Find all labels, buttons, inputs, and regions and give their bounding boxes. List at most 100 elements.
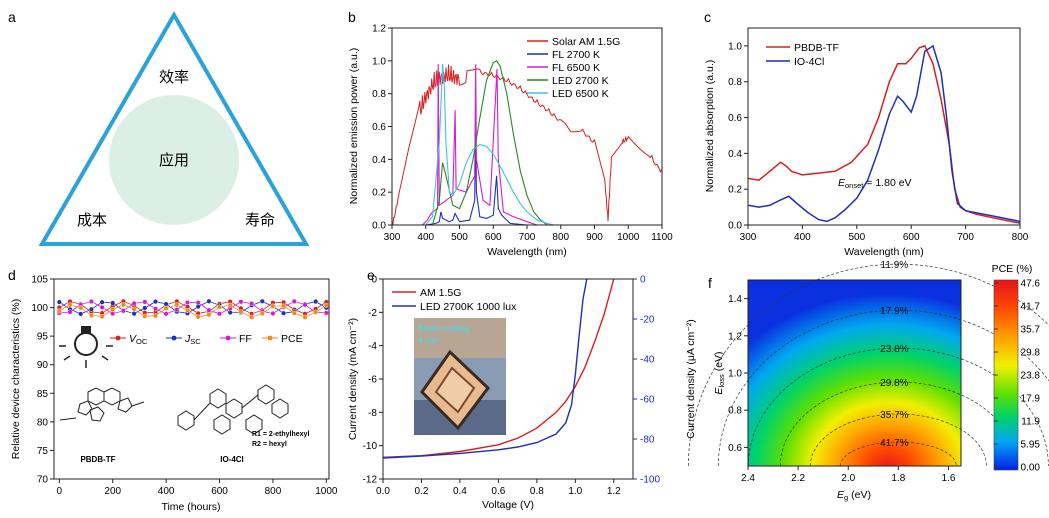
y2-axis-label-e: Current density (μA cm⁻²) [685, 319, 697, 439]
onset-annotation: Eonset = 1.80 eV [838, 177, 912, 190]
legend-label: VOC [129, 333, 148, 346]
y-axis-label-d: Relative device characteristics (%) [10, 299, 22, 459]
colorbar-tick-label: 11.9 [1021, 417, 1040, 428]
contour-label: 17.9% [880, 306, 908, 317]
data-point-jsc [152, 299, 158, 305]
panel-label-d: d [8, 267, 16, 283]
panel-label-a: a [8, 9, 16, 25]
data-point-pce [249, 314, 255, 320]
x-tick-label: 600 [485, 232, 502, 243]
data-point-ff [99, 304, 105, 310]
r1-definition: R1 = 2-ethylhexyl [252, 431, 309, 438]
triangle-outline [38, 10, 310, 246]
inset-text-method: Blade coating [418, 323, 470, 333]
data-point-ff [238, 299, 244, 305]
legend-label: PCE [281, 333, 303, 345]
data-point-jsc [78, 311, 84, 317]
x-tick-label: 400 [158, 486, 175, 497]
series-line-solar-am-1-5g [392, 64, 662, 225]
y-tick-label: 0.2 [372, 188, 386, 199]
y-tick-label: -2 [368, 308, 377, 319]
panel-f: f 11.9% 17.9% 23.8% 29.8% 35.7% 41.7% 2.4 2.2 2… [688, 260, 1049, 502]
data-point-ff [302, 302, 308, 308]
panel-b: b 300 400 500 600 700 800 900 1000 1100 0.0 0.2 0.4… [348, 9, 673, 258]
x-tick-label: 1.0 [568, 486, 582, 497]
x-tick-label: 500 [848, 232, 865, 243]
x-tick-label: 0.8 [530, 486, 544, 497]
y2-tick-label: 0 [640, 275, 646, 286]
io-4cl-structure-icon [177, 384, 289, 435]
contour-line [748, 348, 1049, 467]
x-tick-label: 300 [384, 232, 401, 243]
data-point-ff [323, 310, 329, 316]
data-point-pce [195, 314, 201, 320]
data-point-pce [270, 303, 276, 309]
colorbar-tick-label: 35.7 [1021, 325, 1041, 336]
panel-label-f: f [708, 275, 712, 291]
plot-frame-c [747, 27, 1021, 226]
light-bulb-icon [59, 326, 113, 368]
y-axis-label-e: Current density (mA cm⁻²) [347, 318, 359, 440]
device-photo-inset: Blade coating 4 cm² [414, 318, 506, 435]
y-tick-label: 1.0 [728, 41, 742, 52]
x-tick-label: 200 [104, 486, 121, 497]
x-tick-label: 500 [451, 232, 468, 243]
contour-line [810, 413, 987, 467]
data-point-pce [142, 313, 148, 319]
y-tick-label: -4 [368, 341, 377, 352]
y-tick-label: 0.6 [728, 113, 742, 124]
data-point-ff [174, 307, 180, 313]
data-point-pce [56, 308, 62, 314]
data-point-jsc [56, 299, 62, 305]
y-tick-label: 1.0 [372, 56, 386, 67]
center-circle [109, 95, 239, 225]
x-tick-label: 2.4 [741, 473, 755, 484]
data-point-pce [184, 307, 190, 313]
contour-label: 23.8% [880, 344, 908, 355]
r2-definition: R2 = hexyl [252, 441, 287, 448]
data-point-ff [163, 311, 169, 317]
y-tick-label: 95 [37, 332, 49, 343]
data-point-pce [259, 311, 265, 317]
y-tick-label: 0.4 [372, 155, 386, 166]
contour-label: 11.9% [881, 260, 909, 271]
data-point-jsc [142, 305, 148, 311]
legend-label: AM 1.5G [420, 287, 461, 299]
legend-label: Solar AM 1.5G [552, 36, 620, 48]
legend-marker [225, 335, 231, 341]
panel-e: e 0.0 0.2 0.4 0.6 0.8 1.0 1.2-12-10-8-6-4-20-1… [347, 267, 697, 511]
legend-label: LED 2700K 1000 lux [420, 301, 517, 313]
panel-label-b: b [348, 9, 356, 25]
corner-label-left: 成本 [77, 211, 107, 229]
y-tick-label: 75 [37, 446, 49, 457]
y-tick-label: 0.6 [372, 122, 386, 133]
data-point-jsc [259, 298, 265, 304]
x-tick-label: 600 [211, 486, 228, 497]
data-point-ff [142, 299, 148, 305]
colorbar-tick-label: 0.00 [1021, 463, 1041, 474]
y2-tick-label: -20 [640, 315, 655, 326]
x-tick-label: 0.4 [453, 486, 467, 497]
y-tick-label: 70 [37, 475, 49, 486]
y-tick-label: 85 [37, 389, 49, 400]
data-point-ff [249, 301, 255, 307]
colorbar-tick-label: 41.7 [1021, 302, 1041, 313]
y-tick-label: 0.6 [728, 443, 742, 454]
data-point-ff [88, 299, 94, 305]
legend-marker [267, 335, 273, 341]
panel-a: a 应用 效率 成本 寿命 [8, 9, 310, 246]
data-point-jsc [88, 306, 94, 312]
legend-label: JSC [184, 333, 201, 346]
contour-line [840, 441, 957, 467]
data-point-ff [67, 309, 73, 315]
y-tick-label: 0.8 [372, 89, 386, 100]
x-tick-label: 700 [957, 232, 974, 243]
y-axis-label-f: Eloss (eV) [713, 351, 726, 394]
x-axis-label-f: Eg (eV) [837, 489, 871, 502]
y-tick-label: -8 [368, 408, 377, 419]
data-point-ff [131, 300, 137, 306]
data-point-jsc [281, 310, 287, 316]
data-point-pce [78, 305, 84, 311]
data-point-pce [152, 313, 158, 319]
